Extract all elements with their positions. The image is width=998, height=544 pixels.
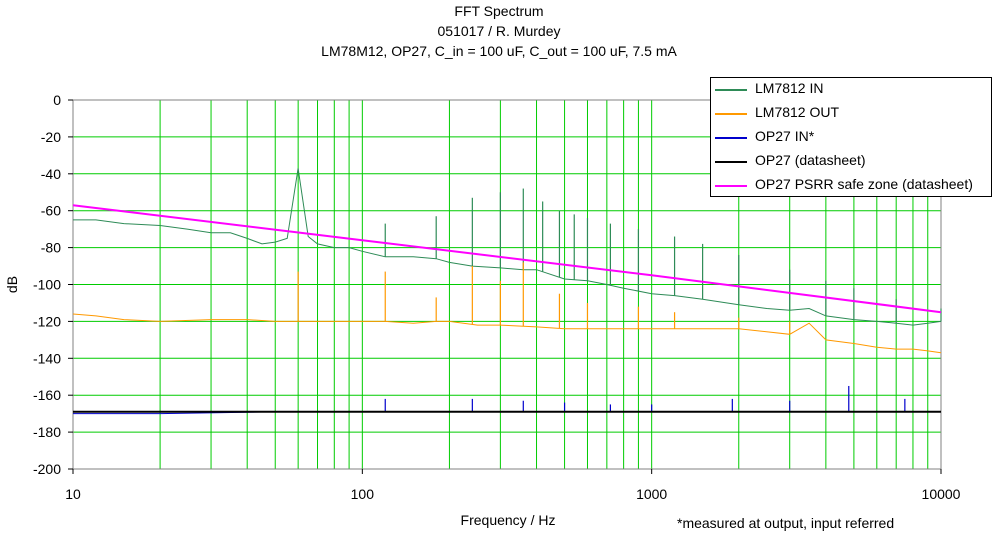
- y-tick-label: -180: [33, 424, 61, 440]
- y-tick-label: -40: [41, 166, 61, 182]
- legend-label: OP27 IN*: [755, 128, 815, 144]
- legend-swatch: [715, 89, 747, 91]
- legend-item: LM7812 IN: [711, 78, 991, 102]
- y-tick-label: -160: [33, 387, 61, 403]
- legend-label: OP27 (datasheet): [755, 152, 866, 168]
- legend-swatch: [715, 161, 747, 163]
- legend-label: LM7812 OUT: [755, 104, 840, 120]
- y-tick-label: -60: [41, 203, 61, 219]
- legend-item: OP27 (datasheet): [711, 150, 991, 174]
- x-axis-label: Frequency / Hz: [461, 512, 556, 528]
- legend-label: OP27 PSRR safe zone (datasheet): [755, 176, 973, 192]
- legend-swatch: [715, 185, 747, 187]
- series-line: [72, 204, 942, 314]
- series-line: [72, 313, 942, 354]
- y-axis-label: dB: [4, 276, 20, 293]
- x-tick-label: 10: [65, 486, 81, 502]
- y-tick-label: -140: [33, 350, 61, 366]
- series-layer: [72, 168, 942, 415]
- y-tick-label: -200: [33, 461, 61, 477]
- y-tick-label: -100: [33, 277, 61, 293]
- x-tick-labels: 10 100 1000 10000: [65, 469, 961, 502]
- y-tick-label: -80: [41, 240, 61, 256]
- series-4: [72, 204, 942, 314]
- legend-label: LM7812 IN: [755, 80, 824, 96]
- footnote: *measured at output, input referred: [677, 515, 895, 531]
- y-tick-labels: 0 -20 -40 -60 -80 -100 -120 -140 -160 -180 -200: [33, 92, 73, 477]
- chart-subtitle: 051017 / R. Murdey: [437, 23, 561, 39]
- y-tick-label: -20: [41, 129, 61, 145]
- legend-swatch: [715, 113, 747, 115]
- x-tick-label: 1000: [636, 486, 667, 502]
- legend-item: LM7812 OUT: [711, 102, 991, 126]
- series-1: [72, 262, 942, 354]
- legend-item: OP27 PSRR safe zone (datasheet): [711, 174, 991, 198]
- y-tick-label: 0: [53, 92, 61, 108]
- grid: [73, 100, 941, 469]
- legend-item: OP27 IN*: [711, 126, 991, 150]
- chart-subtitle-2: LM78M12, OP27, C_in = 100 uF, C_out = 10…: [321, 43, 677, 59]
- chart-title: FFT Spectrum: [454, 3, 544, 19]
- x-tick-label: 100: [351, 486, 375, 502]
- x-tick-label: 10000: [922, 486, 961, 502]
- legend: LM7812 IN LM7812 OUT OP27 IN* OP27 (datashe…: [710, 77, 992, 197]
- legend-swatch: [715, 137, 747, 139]
- y-tick-label: -120: [33, 313, 61, 329]
